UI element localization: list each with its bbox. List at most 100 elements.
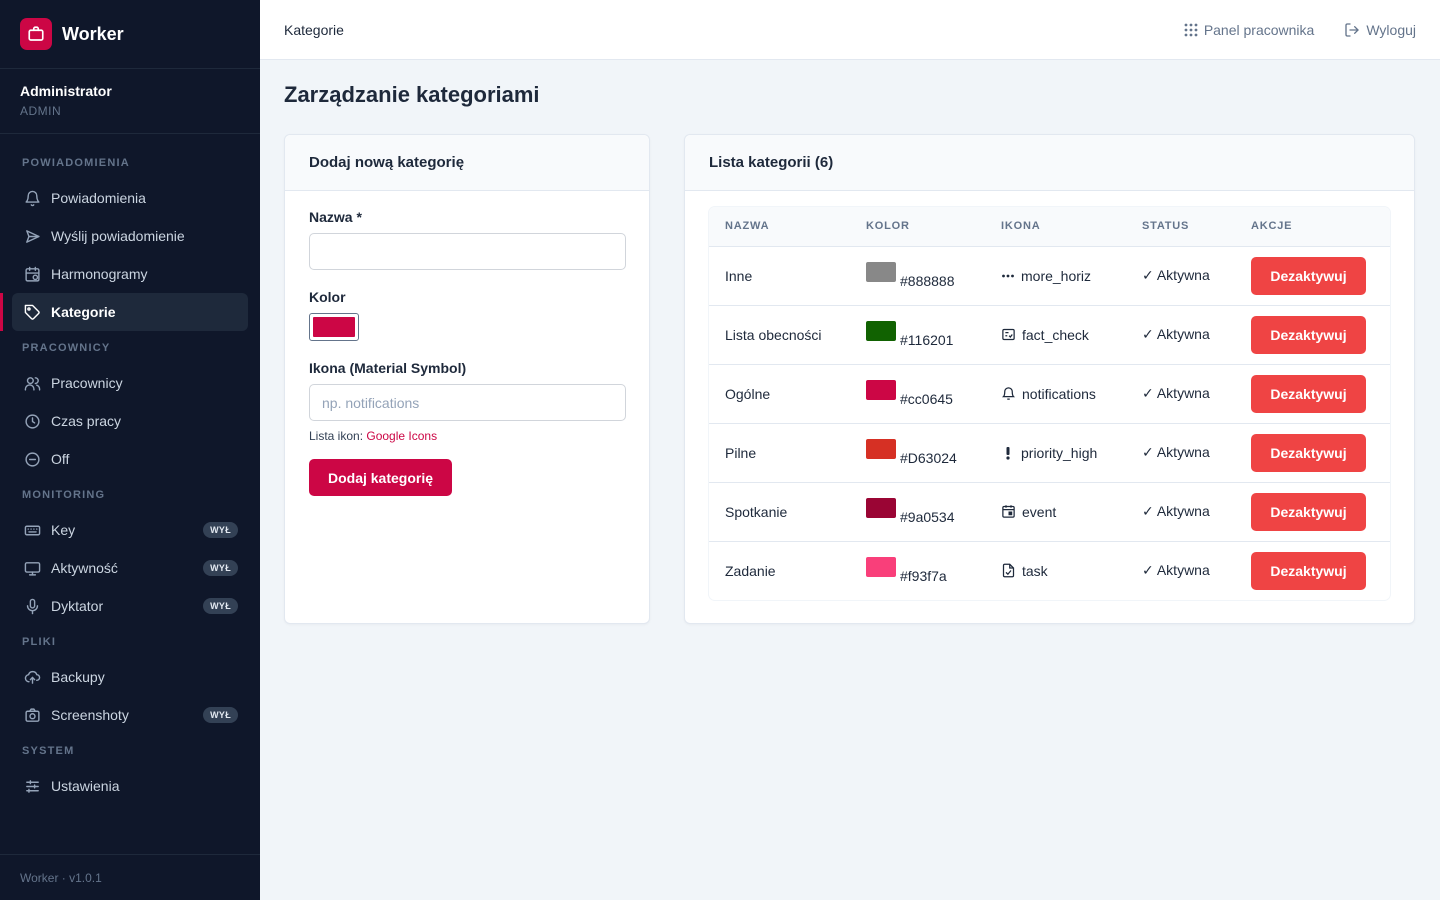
sidebar-item-powiadomienia[interactable]: Powiadomienia — [12, 179, 248, 217]
clock-icon — [23, 412, 41, 430]
status-badge: WYŁ — [203, 707, 238, 723]
sidebar-item-label: Harmonogramy — [51, 266, 148, 282]
status-badge: WYŁ — [203, 560, 238, 576]
status-badge: WYŁ — [203, 598, 238, 614]
category-actions: Dezaktywuj — [1235, 423, 1390, 482]
sidebar-item-wyślij-powiadomienie[interactable]: Wyślij powiadomienie — [12, 217, 248, 255]
sidebar-item-czas-pracy[interactable]: Czas pracy — [12, 402, 248, 440]
user-role: ADMIN — [20, 104, 62, 118]
sidebar: Worker Administrator ADMIN POWIADOMIENIA… — [0, 0, 260, 900]
sidebar-item-backupy[interactable]: Backupy — [12, 658, 248, 696]
category-icon-cell: notifications — [985, 364, 1126, 423]
icon-hint: Lista ikon: Google Icons — [309, 429, 625, 443]
topbar: Kategorie Panel pracownika Wyloguj — [260, 0, 1440, 60]
color-hex: #9a0534 — [900, 509, 955, 525]
color-swatch — [866, 498, 896, 518]
sidebar-item-ustawienia[interactable]: Ustawienia — [12, 767, 248, 805]
icon-label: Ikona (Material Symbol) — [309, 360, 467, 376]
color-hex: #D63024 — [900, 450, 957, 466]
color-swatch — [866, 557, 896, 578]
minus-circle-icon — [23, 450, 41, 468]
tag-icon — [23, 303, 41, 321]
icon-name: fact_check — [1022, 326, 1089, 343]
category-actions: Dezaktywuj — [1235, 305, 1390, 364]
google-icons-link[interactable]: Google Icons — [366, 429, 438, 443]
category-color-cell: #f93f7a — [850, 541, 985, 600]
notifications-icon — [1001, 386, 1022, 401]
sidebar-item-label: Aktywność — [51, 560, 118, 576]
add-category-button[interactable]: Dodaj kategorię — [309, 459, 452, 496]
sidebar-item-screenshoty[interactable]: Screenshoty WYŁ — [12, 696, 248, 734]
monitor-icon — [23, 559, 41, 577]
user-info: Administrator ADMIN — [0, 69, 260, 134]
color-label: Kolor — [309, 289, 346, 305]
category-status: ✓ Aktywna — [1142, 562, 1210, 579]
sidebar-item-label: Kategorie — [51, 304, 116, 320]
sidebar-item-label: Dyktator — [51, 598, 104, 614]
category-actions: Dezaktywuj — [1235, 246, 1390, 305]
category-table: NAZWA KOLOR IKONA STATUS AKCJE Inne #888… — [709, 207, 1390, 600]
table-row: Zadanie #f93f7a task ✓ Aktywna Dezaktywu… — [709, 541, 1390, 600]
grid-icon — [1184, 23, 1198, 36]
icon-hint-text: Lista ikon: — [309, 429, 364, 443]
color-swatch — [866, 262, 896, 282]
category-color-cell: #cc0645 — [850, 364, 985, 423]
icon-name: priority_high — [1021, 444, 1098, 461]
bell-icon — [23, 189, 41, 207]
deactivate-button[interactable]: Dezaktywuj — [1251, 551, 1366, 590]
table-header-row: NAZWA KOLOR IKONA STATUS AKCJE — [709, 207, 1390, 246]
sidebar-item-label: Backupy — [51, 669, 105, 685]
sidebar-item-off[interactable]: Off — [12, 440, 248, 478]
color-hex: #cc0645 — [900, 391, 953, 407]
sidebar-item-key[interactable]: Key WYŁ — [12, 511, 248, 549]
category-status: ✓ Aktywna — [1142, 444, 1210, 460]
column-header-name: NAZWA — [725, 220, 770, 233]
color-swatch — [866, 321, 896, 341]
icon-name: notifications — [1022, 385, 1096, 402]
topbar-title: Kategorie — [284, 21, 344, 38]
sidebar-item-pracownicy[interactable]: Pracownicy — [12, 364, 248, 402]
category-icon-cell: event — [985, 482, 1126, 541]
sidebar-item-label: Czas pracy — [51, 413, 122, 429]
sidebar-item-label: Key — [51, 522, 76, 538]
sidebar-item-kategorie[interactable]: Kategorie — [0, 293, 248, 331]
sidebar-item-dyktator[interactable]: Dyktator WYŁ — [12, 587, 248, 625]
add-category-card: Dodaj nową kategorię Nazwa * Kolor Ikona… — [284, 134, 650, 624]
table-row: Lista obecności #116201 fact_check ✓ Akt… — [709, 305, 1390, 364]
category-icon-cell: task — [985, 541, 1126, 600]
app-name: Worker — [62, 23, 124, 44]
deactivate-button[interactable]: Dezaktywuj — [1251, 256, 1366, 295]
logout-link[interactable]: Wyloguj — [1344, 22, 1416, 38]
briefcase-icon — [20, 18, 52, 50]
icon-input[interactable] — [309, 384, 626, 421]
category-name: Zadanie — [725, 562, 776, 579]
color-hex: #f93f7a — [900, 568, 947, 585]
category-icon-cell: fact_check — [985, 305, 1126, 364]
sidebar-section-title: POWIADOMIENIA — [22, 157, 130, 169]
send-icon — [23, 227, 41, 245]
calendar-clock-icon — [23, 265, 41, 283]
sidebar-item-harmonogramy[interactable]: Harmonogramy — [12, 255, 248, 293]
deactivate-button[interactable]: Dezaktywuj — [1251, 433, 1366, 472]
category-actions: Dezaktywuj — [1235, 364, 1390, 423]
icon-name: event — [1022, 503, 1057, 520]
table-row: Inne #888888 more_horiz ✓ Aktywna Dezakt… — [709, 246, 1390, 305]
app-version: Worker · v1.0.1 — [0, 854, 260, 900]
table-row: Ogólne #cc0645 notifications ✓ Aktywna D… — [709, 364, 1390, 423]
page-title: Zarządzanie kategoriami — [284, 82, 540, 107]
brand[interactable]: Worker — [0, 0, 260, 69]
task-icon — [1001, 563, 1022, 578]
sidebar-section-title: PRACOWNICY — [22, 342, 111, 354]
deactivate-button[interactable]: Dezaktywuj — [1251, 315, 1366, 354]
column-header-actions: AKCJE — [1251, 220, 1293, 233]
category-color-cell: #116201 — [850, 305, 985, 364]
name-input[interactable] — [309, 233, 626, 270]
category-color-cell: #D63024 — [850, 423, 985, 482]
deactivate-button[interactable]: Dezaktywuj — [1251, 492, 1366, 531]
panel-link[interactable]: Panel pracownika — [1184, 22, 1314, 38]
color-picker[interactable] — [309, 313, 359, 341]
user-name: Administrator — [20, 83, 112, 99]
table-row: Spotkanie #9a0534 event ✓ Aktywna Dezakt… — [709, 482, 1390, 541]
sidebar-item-aktywność[interactable]: Aktywność WYŁ — [12, 549, 248, 587]
deactivate-button[interactable]: Dezaktywuj — [1251, 374, 1366, 413]
